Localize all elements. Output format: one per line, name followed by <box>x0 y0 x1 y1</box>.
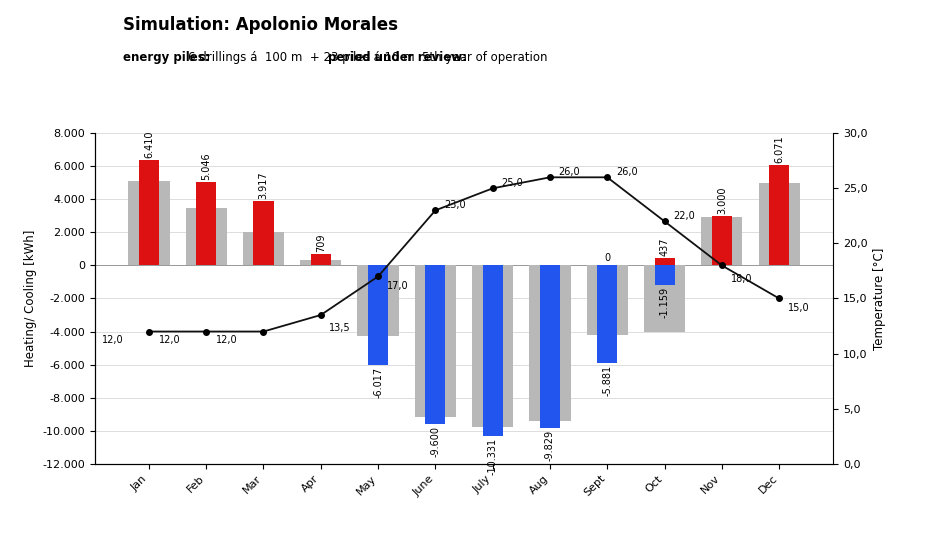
Text: 5th year of operation: 5th year of operation <box>422 51 548 63</box>
Bar <box>196 182 216 265</box>
Bar <box>357 265 399 336</box>
Text: -10.331: -10.331 <box>488 438 498 475</box>
Fluid-In Temperature <box>716 262 727 269</box>
Text: 6.410: 6.410 <box>144 130 154 158</box>
Text: 26,0: 26,0 <box>559 167 581 177</box>
Fluid-In Temperature <box>430 207 441 214</box>
Bar <box>644 265 686 333</box>
Fluid-In Temperature <box>201 328 212 335</box>
Text: 12,0: 12,0 <box>216 335 238 345</box>
Bar <box>242 231 284 265</box>
Fluid-In Temperature <box>143 328 154 335</box>
Bar <box>311 254 331 265</box>
Text: 709: 709 <box>315 233 326 252</box>
Text: -5.881: -5.881 <box>602 365 613 395</box>
Text: -6.017: -6.017 <box>373 367 384 398</box>
Fluid-In Temperature <box>487 185 498 191</box>
Fluid-In Temperature <box>258 328 269 335</box>
Bar <box>254 201 274 265</box>
Text: energy piles:: energy piles: <box>123 51 209 63</box>
Text: 23,0: 23,0 <box>444 200 466 210</box>
Bar <box>529 265 571 421</box>
Y-axis label: Temperature [°C]: Temperature [°C] <box>873 247 886 350</box>
Fluid-In Temperature <box>545 174 556 181</box>
Bar <box>415 265 456 417</box>
Bar <box>701 217 742 265</box>
Bar <box>540 265 560 428</box>
Text: -9.600: -9.600 <box>430 426 440 457</box>
Bar <box>472 265 513 427</box>
Y-axis label: Heating/ Cooling [kWh]: Heating/ Cooling [kWh] <box>24 230 37 367</box>
Text: 0: 0 <box>604 253 610 263</box>
Text: Simulation: Apolonio Morales: Simulation: Apolonio Morales <box>123 16 398 34</box>
Text: 3.000: 3.000 <box>717 187 727 214</box>
Text: 6.071: 6.071 <box>774 135 784 163</box>
Text: 25,0: 25,0 <box>501 178 523 188</box>
Text: 18,0: 18,0 <box>730 273 752 284</box>
Text: 26,0: 26,0 <box>616 167 637 177</box>
Text: 22,0: 22,0 <box>673 211 695 221</box>
Fluid-In Temperature <box>315 312 327 318</box>
Bar <box>769 165 789 265</box>
Bar <box>425 265 445 424</box>
Text: 3.917: 3.917 <box>259 171 269 199</box>
Bar <box>139 159 159 265</box>
Text: 13,5: 13,5 <box>330 323 351 333</box>
Text: period under review:: period under review: <box>328 51 467 63</box>
Bar <box>598 265 617 362</box>
Fluid-In Temperature <box>372 273 384 280</box>
Text: 6 drillings á  100 m  + 23 piles á 10 m: 6 drillings á 100 m + 23 piles á 10 m <box>188 51 414 63</box>
Bar <box>654 265 674 285</box>
Bar <box>128 181 170 265</box>
Text: 15,0: 15,0 <box>788 303 810 313</box>
Bar <box>654 258 674 265</box>
Bar <box>300 260 342 265</box>
Bar <box>483 265 503 436</box>
Bar <box>759 183 800 265</box>
Text: 17,0: 17,0 <box>386 281 408 292</box>
Fluid-In Temperature <box>659 218 670 224</box>
Text: -9.829: -9.829 <box>545 430 555 461</box>
Bar <box>186 208 227 265</box>
Text: 437: 437 <box>659 238 670 256</box>
Line: Fluid-In Temperature: Fluid-In Temperature <box>146 174 782 334</box>
Fluid-In Temperature <box>774 295 785 302</box>
Bar <box>712 216 732 265</box>
Bar <box>368 265 388 365</box>
Text: -1.159: -1.159 <box>659 287 670 318</box>
Text: 12,0: 12,0 <box>101 335 123 345</box>
Fluid-In Temperature <box>601 174 613 181</box>
Text: 5.046: 5.046 <box>201 152 211 180</box>
Text: 12,0: 12,0 <box>159 335 181 345</box>
Bar <box>586 265 628 335</box>
